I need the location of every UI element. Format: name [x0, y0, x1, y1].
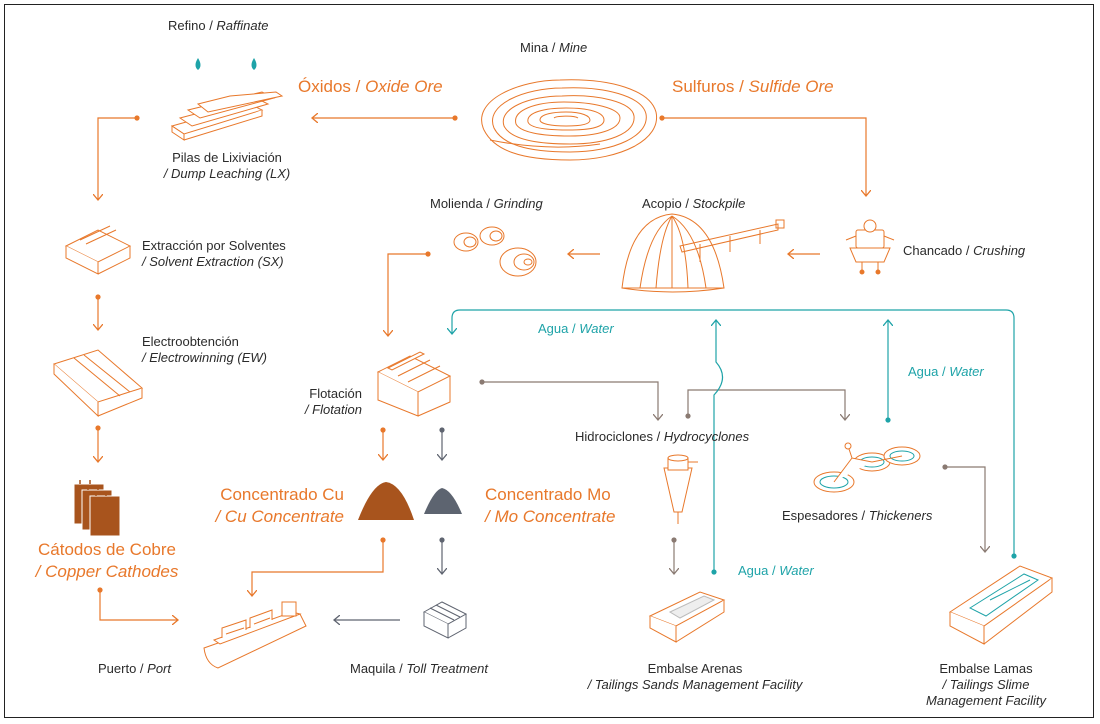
- copper-cathodes-icon: [73, 480, 121, 537]
- hydrocyclone-icon: [663, 454, 698, 524]
- arrow-grinding-to-flotation: [388, 253, 428, 336]
- raffinate-drops-icon: [195, 58, 257, 70]
- grinding-label: Molienda / Grinding: [430, 196, 543, 211]
- water-label-bottom: Agua / Water: [738, 563, 814, 578]
- diagram-frame: [4, 4, 1094, 718]
- flotation-cells-icon: [376, 351, 452, 417]
- tailings-slime-label: Embalse Lamas / Tailings Slime Managemen…: [926, 661, 1046, 708]
- mo-concentrate-label: Concentrado Mo / Mo Concentrate: [485, 485, 616, 526]
- tailings-flow-arrows: [479, 379, 985, 574]
- stockpile-label: Acopio / Stockpile: [642, 196, 746, 211]
- water-label-right: Agua / Water: [908, 364, 984, 379]
- flotation-label: Flotación / Flotation: [304, 386, 362, 417]
- arrow-leach-to-sx: [98, 117, 137, 200]
- tailings-sands-icon: [648, 591, 726, 643]
- arrow-flotation-to-cyclone: [482, 381, 658, 420]
- dump-leaching-icon: [170, 91, 284, 141]
- hydrocyclones-label: Hidrociclones / Hydrocyclones: [575, 429, 750, 444]
- sulfide-ore-label: Sulfuros / Sulfide Ore: [672, 77, 834, 96]
- arrow-cu-to-port: [252, 540, 384, 596]
- electrowinning-label: Electroobtención / Electrowinning (EW): [142, 334, 267, 365]
- arrow-thickeners-to-slime: [945, 466, 985, 552]
- tailings-slime-icon: [948, 565, 1054, 645]
- copper-cathodes-label: Cátodos de Cobre / Copper Cathodes: [35, 540, 179, 581]
- mine-pit-icon: [481, 79, 658, 161]
- water-from-sands: [714, 320, 724, 572]
- grinding-mills-icon: [453, 226, 537, 277]
- solvent-extraction-label: Extracción por Solventes / Solvent Extra…: [142, 238, 286, 269]
- stockpile-icon: [621, 213, 785, 293]
- arrow-cathodes-to-port: [99, 590, 178, 620]
- cu-concentrate-pile-icon: [358, 482, 414, 520]
- water-return-lines: [452, 309, 1017, 575]
- port-label: Puerto / Port: [98, 661, 171, 676]
- thickeners-icon: [813, 442, 921, 493]
- solvent-extraction-icon: [64, 225, 132, 275]
- tailings-sands-label: Embalse Arenas / Tailings Sands Manageme…: [587, 661, 803, 692]
- crusher-icon: [845, 219, 895, 275]
- oxide-ore-label: Óxidos / Oxide Ore: [298, 77, 443, 96]
- thickeners-label: Espesadores / Thickeners: [782, 508, 933, 523]
- crushing-label: Chancado / Crushing: [903, 243, 1026, 258]
- water-label-top: Agua / Water: [538, 321, 614, 336]
- mo-concentrate-pile-icon: [424, 488, 462, 514]
- arrow-cyclone-to-thickeners: [687, 389, 845, 420]
- toll-treatment-icon: [422, 601, 468, 639]
- ship-icon: [203, 601, 307, 669]
- orange-flow-arrows: [96, 116, 866, 620]
- mine-label: Mina / Mine: [520, 40, 588, 55]
- arrow-mine-to-sulfide: [662, 117, 866, 196]
- cu-concentrate-label: Concentrado Cu / Cu Concentrate: [215, 485, 344, 526]
- electrowinning-icon: [52, 349, 144, 418]
- dump-leaching-label: Pilas de Lixiviación / Dump Leaching (LX…: [163, 150, 291, 181]
- water-main-return: [452, 309, 1015, 556]
- toll-treatment-label: Maquila / Toll Treatment: [350, 661, 489, 676]
- raffinate-label: Refino / Raffinate: [168, 18, 269, 33]
- slate-flow-arrows: [334, 427, 444, 620]
